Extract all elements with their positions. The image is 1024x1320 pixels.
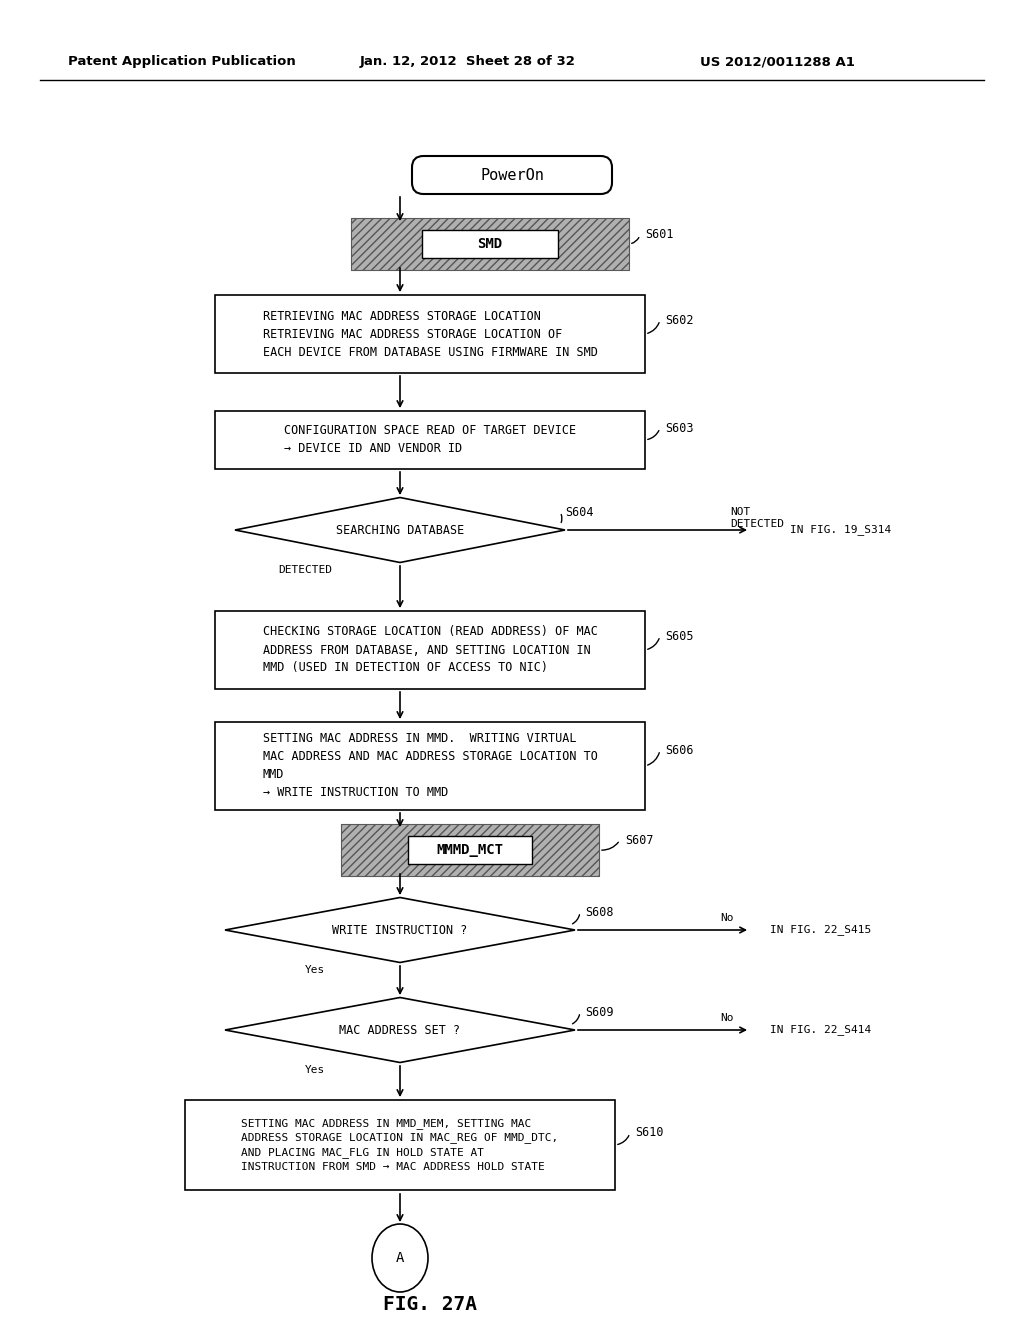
Polygon shape — [234, 498, 565, 562]
Text: CONFIGURATION SPACE READ OF TARGET DEVICE
→ DEVICE ID AND VENDOR ID: CONFIGURATION SPACE READ OF TARGET DEVIC… — [284, 425, 577, 455]
Text: No: No — [720, 1012, 733, 1023]
Text: S609: S609 — [585, 1006, 613, 1019]
Bar — [408, 836, 532, 865]
Text: S608: S608 — [585, 906, 613, 919]
Text: S603: S603 — [665, 421, 693, 434]
Text: DETECTED: DETECTED — [278, 565, 332, 576]
Text: US 2012/0011288 A1: US 2012/0011288 A1 — [700, 55, 855, 69]
Text: IN FIG. 22_S414: IN FIG. 22_S414 — [770, 1024, 871, 1035]
Text: MAC ADDRESS SET ?: MAC ADDRESS SET ? — [339, 1023, 461, 1036]
Text: RETRIEVING MAC ADDRESS STORAGE LOCATION
RETRIEVING MAC ADDRESS STORAGE LOCATION : RETRIEVING MAC ADDRESS STORAGE LOCATION … — [262, 309, 597, 359]
Text: A: A — [396, 1251, 404, 1265]
Text: MMMD_MCT: MMMD_MCT — [436, 843, 504, 857]
Text: IN FIG. 22_S415: IN FIG. 22_S415 — [770, 924, 871, 936]
Text: S605: S605 — [665, 630, 693, 643]
Text: S601: S601 — [645, 228, 674, 242]
Bar — [341, 824, 599, 876]
Text: IN FIG. 19_S314: IN FIG. 19_S314 — [790, 524, 891, 536]
Bar — [215, 722, 645, 810]
Text: S610: S610 — [635, 1126, 664, 1139]
Text: S607: S607 — [625, 833, 653, 846]
Bar — [422, 230, 558, 259]
Text: S606: S606 — [665, 743, 693, 756]
Bar — [351, 218, 629, 271]
Text: SETTING MAC ADDRESS IN MMD.  WRITING VIRTUAL
MAC ADDRESS AND MAC ADDRESS STORAGE: SETTING MAC ADDRESS IN MMD. WRITING VIRT… — [262, 733, 597, 800]
Text: SMD: SMD — [477, 238, 503, 251]
Bar — [185, 1100, 615, 1191]
Text: Patent Application Publication: Patent Application Publication — [68, 55, 296, 69]
Text: Yes: Yes — [305, 965, 326, 975]
Text: NOT
DETECTED: NOT DETECTED — [730, 507, 784, 529]
Text: SEARCHING DATABASE: SEARCHING DATABASE — [336, 524, 464, 536]
Text: SETTING MAC ADDRESS IN MMD_MEM, SETTING MAC
ADDRESS STORAGE LOCATION IN MAC_REG : SETTING MAC ADDRESS IN MMD_MEM, SETTING … — [242, 1118, 559, 1172]
Text: FIG. 27A: FIG. 27A — [383, 1295, 477, 1315]
Ellipse shape — [372, 1224, 428, 1292]
Bar — [215, 294, 645, 374]
Text: Jan. 12, 2012  Sheet 28 of 32: Jan. 12, 2012 Sheet 28 of 32 — [360, 55, 575, 69]
Text: CHECKING STORAGE LOCATION (READ ADDRESS) OF MAC
ADDRESS FROM DATABASE, AND SETTI: CHECKING STORAGE LOCATION (READ ADDRESS)… — [262, 626, 597, 675]
Polygon shape — [225, 998, 575, 1063]
FancyBboxPatch shape — [412, 156, 612, 194]
Text: PowerOn: PowerOn — [480, 168, 544, 182]
Bar — [351, 218, 629, 271]
Text: No: No — [720, 913, 733, 923]
Bar — [215, 611, 645, 689]
Text: Yes: Yes — [305, 1065, 326, 1074]
Text: WRITE INSTRUCTION ?: WRITE INSTRUCTION ? — [333, 924, 468, 936]
Text: S604: S604 — [565, 506, 594, 519]
Bar — [215, 411, 645, 469]
Text: S602: S602 — [665, 314, 693, 326]
Bar — [341, 824, 599, 876]
Polygon shape — [225, 898, 575, 962]
